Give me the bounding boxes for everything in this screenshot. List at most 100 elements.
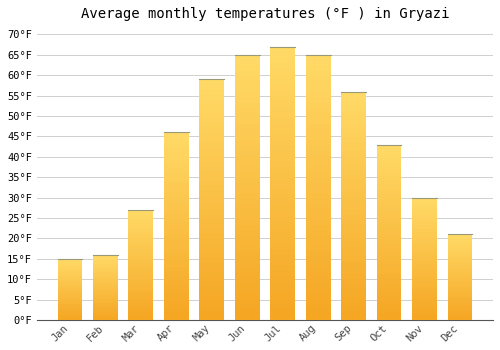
Bar <box>200 156 224 161</box>
Bar <box>58 312 82 313</box>
Bar <box>200 306 224 310</box>
Bar <box>376 152 402 155</box>
Bar <box>128 254 154 256</box>
Bar <box>306 140 330 145</box>
Bar <box>306 209 330 214</box>
Bar <box>341 224 366 229</box>
Bar <box>412 241 437 244</box>
Bar <box>306 55 330 60</box>
Bar <box>306 203 330 209</box>
Bar <box>164 298 188 301</box>
Bar <box>235 166 260 172</box>
Bar <box>164 252 188 256</box>
Bar <box>341 270 366 274</box>
Bar <box>376 292 402 295</box>
Bar <box>128 245 154 247</box>
Bar <box>128 221 154 223</box>
Bar <box>341 201 366 206</box>
Bar <box>448 304 472 306</box>
Bar <box>341 133 366 137</box>
Bar <box>164 204 188 207</box>
Bar <box>93 266 118 268</box>
Bar <box>200 262 224 267</box>
Bar <box>93 269 118 270</box>
Bar <box>270 227 295 232</box>
Bar <box>235 299 260 304</box>
Bar <box>164 264 188 267</box>
Bar <box>200 315 224 320</box>
Bar <box>128 252 154 254</box>
Bar <box>376 267 402 271</box>
Bar <box>235 55 260 60</box>
Bar <box>164 309 188 313</box>
Bar <box>341 142 366 146</box>
Bar <box>270 156 295 161</box>
Bar <box>235 172 260 177</box>
Bar <box>341 247 366 251</box>
Bar <box>235 288 260 293</box>
Bar <box>270 63 295 69</box>
Bar <box>376 281 402 285</box>
Bar <box>270 238 295 244</box>
Bar <box>93 259 118 260</box>
Bar <box>235 230 260 235</box>
Bar <box>306 182 330 187</box>
Bar <box>235 103 260 108</box>
Bar <box>448 282 472 284</box>
Bar <box>164 248 188 252</box>
Bar <box>341 155 366 160</box>
Bar <box>93 290 118 291</box>
Bar <box>235 309 260 315</box>
Bar <box>270 244 295 249</box>
Bar <box>306 198 330 203</box>
Bar <box>376 313 402 316</box>
Bar <box>235 92 260 97</box>
Bar <box>341 164 366 169</box>
Bar <box>376 236 402 239</box>
Bar <box>270 118 295 123</box>
Bar <box>128 287 154 289</box>
Bar <box>306 155 330 161</box>
Bar <box>341 105 366 110</box>
Bar <box>376 201 402 204</box>
Bar <box>376 274 402 278</box>
Bar <box>270 96 295 101</box>
Bar <box>128 238 154 241</box>
Bar <box>235 203 260 209</box>
Bar <box>93 272 118 273</box>
Bar <box>270 315 295 320</box>
Bar <box>341 242 366 247</box>
Bar <box>448 236 472 238</box>
Bar <box>164 155 188 159</box>
Bar <box>235 134 260 140</box>
Bar <box>270 287 295 293</box>
Bar <box>341 210 366 215</box>
Bar <box>164 260 188 264</box>
Bar <box>200 118 224 122</box>
Bar <box>376 148 402 152</box>
Bar <box>200 185 224 190</box>
Bar <box>376 302 402 306</box>
Bar <box>128 311 154 313</box>
Bar <box>412 229 437 232</box>
Bar <box>306 87 330 92</box>
Bar <box>448 281 472 282</box>
Bar <box>93 268 118 269</box>
Bar <box>306 65 330 71</box>
Bar <box>448 253 472 255</box>
Bar <box>128 212 154 214</box>
Bar <box>341 215 366 219</box>
Bar <box>306 193 330 198</box>
Bar <box>200 180 224 185</box>
Bar <box>200 89 224 94</box>
Bar <box>376 309 402 313</box>
Bar <box>376 159 402 162</box>
Bar <box>164 166 188 170</box>
Bar <box>128 241 154 243</box>
Bar <box>200 103 224 108</box>
Bar <box>412 251 437 254</box>
Bar <box>58 304 82 305</box>
Bar <box>341 233 366 238</box>
Bar <box>306 240 330 246</box>
Bar <box>376 232 402 236</box>
